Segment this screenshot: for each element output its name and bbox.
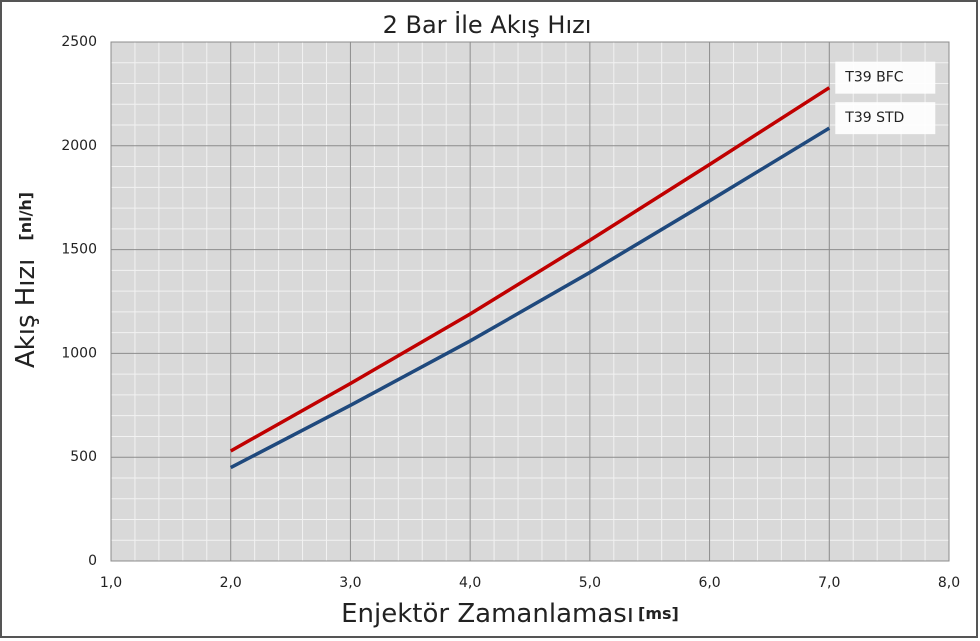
x-tick-label: 4,0 [459, 575, 481, 591]
x-tick-label: 2,0 [220, 575, 242, 591]
legend-box [835, 61, 936, 94]
y-axis-title: Akış Hızı [nl/h] [11, 192, 41, 368]
y-tick-label: 1500 [61, 242, 97, 258]
y-tick-label: 1000 [61, 345, 97, 361]
y-tick-label: 0 [88, 553, 97, 569]
x-tick-label: 1,0 [100, 575, 122, 591]
plot-border [110, 41, 950, 562]
y-tick-label: 2000 [61, 138, 97, 154]
series-line [229, 126, 831, 470]
x-tick-label: 6,0 [698, 575, 720, 591]
legend-label: T39 STD [844, 110, 904, 126]
x-tick-label: 5,0 [579, 575, 601, 591]
x-axis-unit: [ms] [638, 604, 679, 623]
x-tick-label: 8,0 [938, 575, 960, 591]
y-axis-unit: [nl/h] [16, 192, 35, 241]
x-axis-label: Enjektör Zamanlaması [341, 599, 634, 629]
x-tick-label: 7,0 [818, 575, 840, 591]
y-axis-label: Akış Hızı [11, 259, 41, 369]
chart-title: 2 Bar İle Akış Hızı [383, 10, 592, 39]
plot-area [111, 42, 949, 561]
legend-label: T39 BFC [844, 70, 903, 86]
series-line [229, 86, 831, 453]
y-tick-label: 500 [70, 449, 97, 465]
y-tick-label: 2500 [61, 34, 97, 50]
x-axis-title: Enjektör Zamanlaması [ms] [341, 599, 679, 629]
legend-box [835, 102, 936, 135]
x-tick-label: 3,0 [339, 575, 361, 591]
